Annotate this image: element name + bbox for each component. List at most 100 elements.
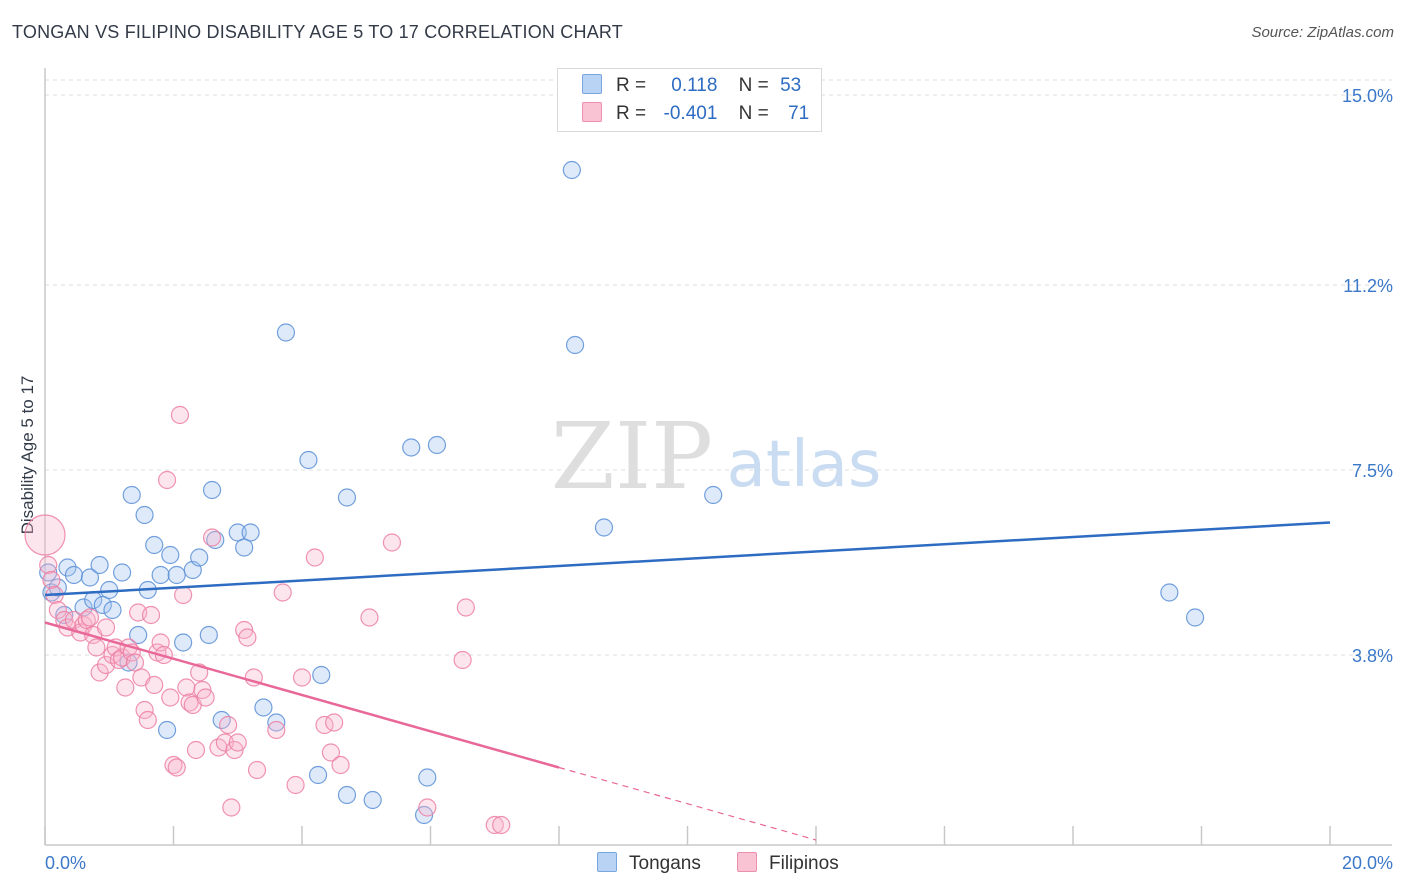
watermark-zip: ZIP [551, 403, 713, 510]
correlation-legend: R = 0.118 N = 53 R = -0.401 N = 71 [557, 68, 822, 132]
series-filipinos [24, 405, 511, 835]
legend-n-value-filipinos: 71 [788, 103, 810, 124]
data-point [161, 545, 180, 565]
data-point [151, 565, 170, 585]
data-point [402, 438, 421, 457]
trend-line-extension-filipinos [558, 766, 817, 841]
data-point [206, 530, 225, 550]
data-point [170, 405, 190, 425]
data-point [186, 740, 206, 760]
legend-row-filipinos: R = -0.401 N = 71 [582, 100, 809, 128]
data-point [87, 638, 106, 657]
data-point [1160, 583, 1179, 602]
data-point [93, 595, 112, 615]
y-tick-label: 15.0% [1342, 86, 1393, 106]
legend-n-label: N = [738, 103, 769, 124]
data-point [24, 514, 66, 556]
data-point [90, 555, 109, 575]
data-point [418, 768, 437, 787]
trend-lines [44, 521, 1331, 841]
legend-swatch-tongans [582, 74, 602, 94]
data-point [292, 668, 312, 687]
data-point [337, 785, 357, 805]
watermark-atlas: atlas [727, 428, 882, 502]
data-point [80, 608, 100, 627]
data-point [190, 548, 209, 567]
data-point [129, 625, 148, 645]
data-point [164, 755, 183, 775]
legend-row-tongans: R = 0.118 N = 53 [582, 72, 801, 100]
trend-line-filipinos [44, 621, 560, 769]
data-point [485, 815, 504, 835]
data-point [157, 470, 177, 490]
chart-title: TONGAN VS FILIPINO DISABILITY AGE 5 TO 1… [12, 22, 623, 42]
data-point [363, 790, 382, 810]
data-point [427, 435, 447, 455]
trend-line-tongans [44, 521, 1331, 597]
tick-labels: 3.8% 7.5% 11.2% 15.0% 0.0% 20.0% [45, 86, 1393, 873]
data-point [453, 650, 472, 670]
source-label: Source: ZipAtlas.com [1251, 24, 1394, 41]
y-tick-label: 3.8% [1352, 646, 1393, 666]
data-point [112, 563, 132, 582]
data-point [299, 450, 318, 470]
series-swatch-filipinos [737, 852, 757, 872]
data-point [228, 523, 247, 542]
data-point [276, 323, 296, 342]
data-point [125, 653, 145, 672]
data-point [704, 485, 723, 505]
data-point [58, 558, 77, 577]
data-point [116, 678, 135, 697]
data-point [64, 565, 84, 585]
data-point [167, 565, 186, 585]
data-point [222, 798, 241, 817]
legend-swatch-filipinos [582, 102, 602, 122]
series-legend-tongans[interactable]: Tongans [597, 852, 701, 875]
data-point [167, 758, 186, 777]
data-point [308, 765, 328, 785]
data-point [103, 600, 122, 620]
data-point [492, 815, 511, 835]
data-point [138, 710, 157, 730]
data-point [145, 535, 164, 555]
legend-n-value-tongans: 53 [780, 75, 802, 96]
data-point [312, 665, 331, 685]
data-point [1185, 608, 1205, 627]
legend-n-label: N = [738, 75, 769, 96]
data-point [122, 485, 141, 505]
x-tick-label-max: 20.0% [1342, 853, 1393, 873]
data-point [594, 518, 614, 537]
legend-r-value-tongans: 0.118 [671, 75, 718, 96]
data-point [562, 160, 581, 180]
data-point [96, 618, 116, 637]
data-point [48, 600, 67, 620]
data-point [337, 488, 357, 507]
data-point [80, 568, 100, 587]
data-point [174, 633, 193, 652]
data-point [382, 533, 402, 552]
data-point [202, 528, 222, 547]
data-point [273, 583, 292, 602]
series-tongans [39, 160, 1205, 825]
data-point [247, 760, 267, 780]
y-tick-label: 11.2% [1343, 276, 1393, 296]
gridlines [45, 79, 1392, 656]
data-point [199, 625, 218, 645]
legend-r-value-filipinos: -0.401 [663, 103, 718, 124]
data-points [24, 160, 1205, 835]
data-point [196, 688, 215, 707]
data-point [135, 505, 154, 525]
series-label-tongans: Tongans [629, 853, 701, 874]
y-tick-label: 7.5% [1352, 461, 1393, 481]
data-point [418, 798, 437, 817]
data-point [456, 598, 475, 617]
series-legend-filipinos[interactable]: Filipinos [737, 852, 839, 875]
data-point [331, 755, 350, 775]
data-point [267, 713, 286, 732]
legend-r-label: R = [616, 75, 647, 96]
data-point [565, 335, 585, 355]
data-point [157, 720, 177, 740]
data-point [254, 698, 273, 717]
data-point [39, 555, 58, 575]
